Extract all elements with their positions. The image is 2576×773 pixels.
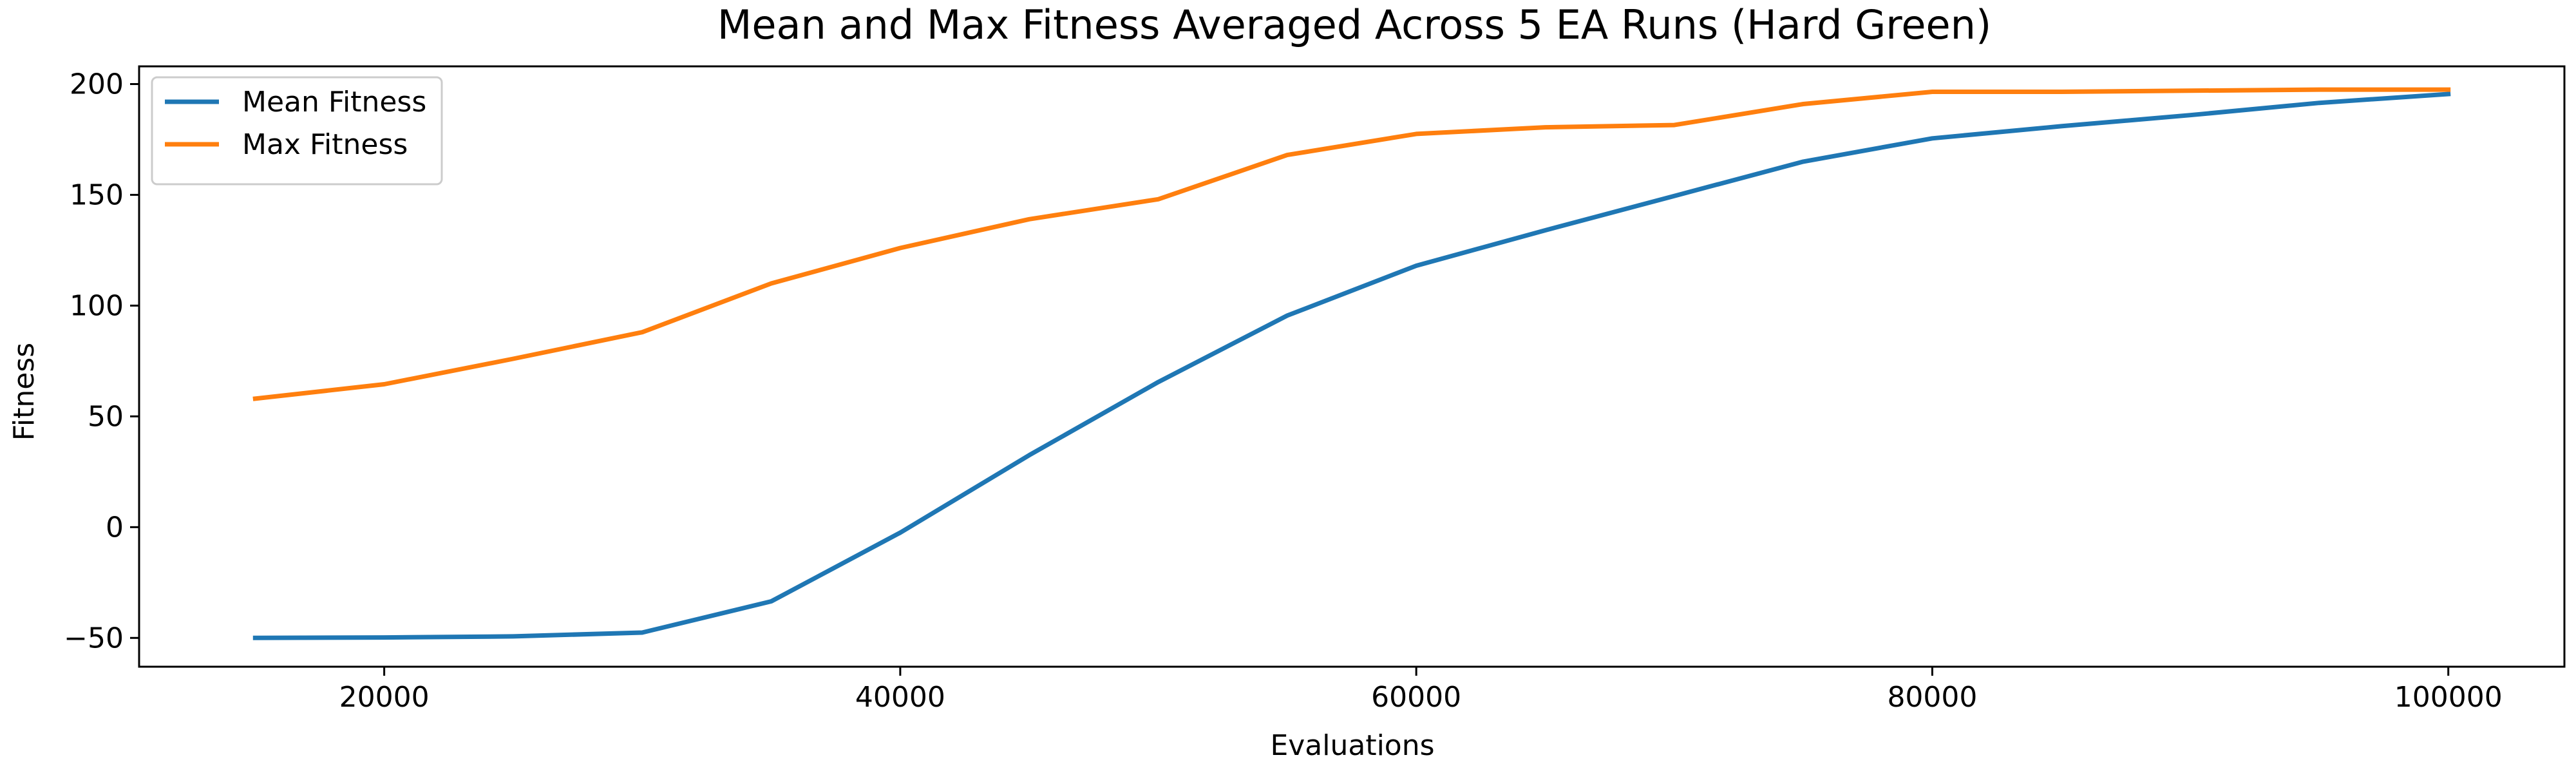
x-tick-label: 60000 — [1371, 681, 1461, 714]
series-line-max-fitness — [252, 87, 2451, 401]
y-axis-ticks: −50 0 50 100 150 200 — [64, 68, 139, 654]
y-tick-label: 0 — [106, 511, 124, 544]
x-axis-label: Evaluations — [1270, 729, 1434, 762]
legend-box — [151, 76, 443, 186]
series-layer — [252, 87, 2451, 640]
series-line-mean-fitness — [252, 91, 2451, 640]
legend-label: Mean Fitness — [242, 86, 426, 119]
x-tick-label: 20000 — [339, 681, 430, 714]
y-tick-label: 200 — [70, 68, 124, 101]
y-tick-label: −50 — [64, 622, 124, 654]
y-tick-label: 150 — [70, 178, 124, 211]
legend-label: Max Fitness — [242, 128, 408, 161]
legend: Mean Fitness Max Fitness — [151, 76, 443, 186]
x-tick-label: 100000 — [2394, 681, 2503, 714]
y-tick-label: 100 — [70, 289, 124, 322]
x-tick-label: 40000 — [855, 681, 945, 714]
y-tick-label: 50 — [88, 400, 124, 433]
plot-area-frame — [138, 65, 2566, 668]
x-axis-ticks: 20000 40000 60000 80000 100000 — [339, 667, 2503, 714]
y-axis-label: Fitness — [8, 343, 41, 441]
x-tick-label: 80000 — [1887, 681, 1977, 714]
chart-title: Mean and Max Fitness Averaged Across 5 E… — [717, 1, 1991, 48]
